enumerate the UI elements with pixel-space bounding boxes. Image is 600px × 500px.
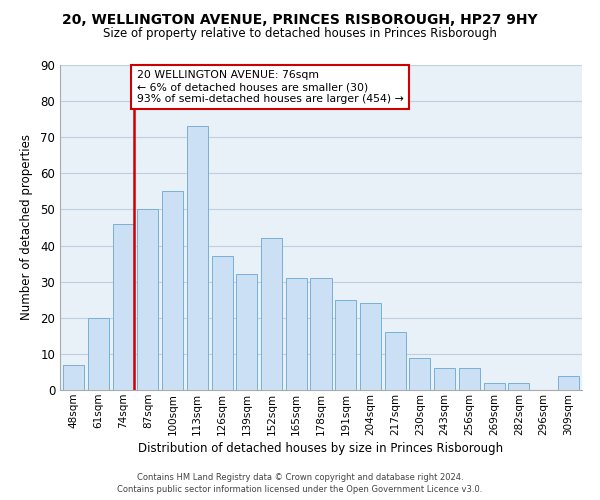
Bar: [508, 383, 529, 390]
Bar: [113, 224, 134, 390]
Bar: [187, 126, 208, 390]
Bar: [236, 274, 257, 390]
Bar: [484, 383, 505, 390]
Bar: [335, 300, 356, 390]
X-axis label: Distribution of detached houses by size in Princes Risborough: Distribution of detached houses by size …: [139, 442, 503, 455]
Bar: [409, 358, 430, 390]
Bar: [558, 376, 579, 390]
Bar: [360, 304, 381, 390]
Bar: [137, 210, 158, 390]
Bar: [88, 318, 109, 390]
Text: Size of property relative to detached houses in Princes Risborough: Size of property relative to detached ho…: [103, 28, 497, 40]
Text: Contains public sector information licensed under the Open Government Licence v3: Contains public sector information licen…: [118, 484, 482, 494]
Bar: [212, 256, 233, 390]
Text: 20, WELLINGTON AVENUE, PRINCES RISBOROUGH, HP27 9HY: 20, WELLINGTON AVENUE, PRINCES RISBOROUG…: [62, 12, 538, 26]
Bar: [286, 278, 307, 390]
Bar: [63, 364, 84, 390]
Bar: [310, 278, 332, 390]
Y-axis label: Number of detached properties: Number of detached properties: [20, 134, 34, 320]
Bar: [434, 368, 455, 390]
Bar: [459, 368, 480, 390]
Bar: [261, 238, 282, 390]
Text: 20 WELLINGTON AVENUE: 76sqm
← 6% of detached houses are smaller (30)
93% of semi: 20 WELLINGTON AVENUE: 76sqm ← 6% of deta…: [137, 70, 403, 104]
Bar: [162, 192, 183, 390]
Bar: [385, 332, 406, 390]
Text: Contains HM Land Registry data © Crown copyright and database right 2024.: Contains HM Land Registry data © Crown c…: [137, 474, 463, 482]
